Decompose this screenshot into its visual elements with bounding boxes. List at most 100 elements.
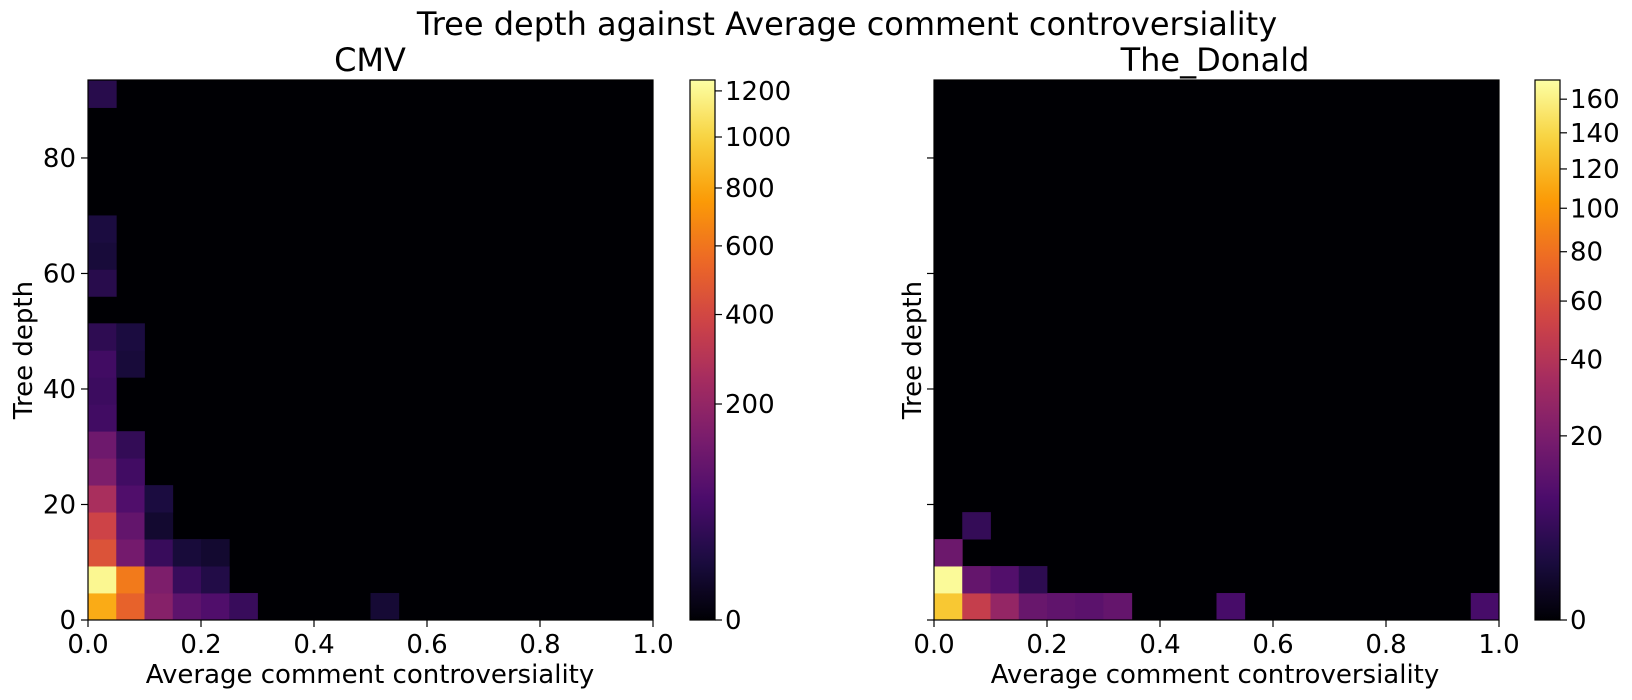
panel-the-donald-x-tick-label: 0.6: [1252, 630, 1293, 660]
panel-cmv-cell: [116, 431, 145, 459]
panel-cmv-cell: [144, 593, 174, 621]
panel-cmv-y-label: Tree depth: [9, 281, 39, 420]
panel-the-donald-colorbar-tick-label: 120: [1570, 155, 1620, 185]
panel-cmv-cell: [88, 458, 117, 486]
panel-cmv-cell: [116, 350, 145, 378]
panel-cmv-cell: [88, 431, 117, 459]
panel-cmv-x-tick-label: 1.0: [632, 630, 673, 660]
panel-cmv-x-tick-label: 0.8: [519, 630, 560, 660]
panel-cmv-cell: [88, 350, 117, 378]
panel-cmv-cell: [116, 458, 145, 486]
panel-cmv-cell: [201, 539, 230, 567]
panel-the-donald-y-ticks: [927, 157, 934, 621]
panel-the-donald-cell: [990, 566, 1020, 594]
panel-cmv-cell: [116, 485, 145, 513]
panel-cmv-x-tick-label: 0.4: [293, 630, 334, 660]
panel-cmv-cell: [201, 566, 230, 594]
panel-cmv-cell: [172, 539, 202, 567]
panel-cmv-colorbar-tick-label: 0: [725, 606, 742, 636]
panel-cmv-colorbar-tick-label: 800: [725, 174, 775, 204]
figure-title: Tree depth against Average comment contr…: [416, 5, 1277, 43]
panel-cmv-cell: [144, 485, 174, 513]
panel-cmv-cell: [144, 539, 174, 567]
panel-cmv-cell: [172, 593, 202, 621]
panel-cmv-cell: [88, 323, 117, 351]
panel-the-donald-x-tick-label: 0.4: [1139, 630, 1180, 660]
panel-the-donald-cell: [962, 512, 991, 540]
panel-cmv-x-label: Average comment controversiality: [146, 660, 595, 690]
panel-cmv-colorbar-tick-label: 200: [725, 390, 775, 420]
panel-cmv-cell: [88, 593, 117, 621]
panel-cmv-colorbar: 0 200 400 600 800 1000 1200: [689, 77, 791, 636]
panel-cmv-cell: [88, 215, 117, 243]
panel-cmv-x-tick-label: 0.6: [406, 630, 447, 660]
panel-the-donald-colorbar-tick-label: 40: [1570, 346, 1603, 376]
panel-the-donald-x-tick-label: 0.8: [1365, 630, 1406, 660]
panel-cmv-cell: [88, 512, 117, 540]
panel-the-donald-x-label: Average comment controversiality: [991, 660, 1440, 690]
panel-the-donald-cell: [962, 593, 991, 621]
panel-the-donald-cell: [1216, 593, 1246, 621]
panel-cmv-cell: [172, 566, 202, 594]
panel-cmv-cell: [88, 485, 117, 513]
panel-cmv-title: CMV: [334, 41, 406, 79]
panel-the-donald-cell: [1018, 566, 1048, 594]
panel-the-donald-colorbar-tick-label: 0: [1570, 606, 1587, 636]
panel-the-donald-x-tick-label: 0.0: [913, 630, 954, 660]
panel-the-donald-colorbar-tick-label: 60: [1570, 287, 1603, 317]
panel-cmv-y-ticks: 0 20 40 60 80: [43, 144, 88, 636]
panel-cmv-cell: [116, 566, 145, 594]
panel-cmv-y-tick-label: 0: [59, 606, 76, 636]
panel-the-donald-colorbar-tick-label: 160: [1570, 85, 1620, 115]
panel-the-donald-cell: [1018, 593, 1048, 621]
panel-cmv-cell: [88, 242, 117, 270]
panel-the-donald-cell: [962, 566, 991, 594]
panel-cmv-cell: [116, 593, 145, 621]
panel-cmv-colorbar-tick-label: 1200: [725, 77, 791, 107]
panel-the-donald-y-label: Tree depth: [898, 281, 928, 420]
panel-cmv-y-tick-label: 60: [43, 259, 76, 289]
panel-the-donald-cell: [934, 539, 963, 567]
panel-the-donald-cell: [1075, 593, 1104, 621]
panel-cmv-cell: [201, 593, 230, 621]
panel-the-donald-cell: [1047, 593, 1076, 621]
panel-cmv: CMV 0.0 0.2 0.4 0.6 0.8 1.0 0 20 40 60 80 Average…: [9, 41, 791, 690]
panel-the-donald-colorbar-gradient: [1535, 80, 1560, 620]
panel-cmv-cell: [88, 269, 117, 297]
panel-cmv-y-tick-label: 40: [43, 375, 76, 405]
panel-the-donald-cell: [1470, 593, 1500, 621]
panel-cmv-cell: [144, 566, 174, 594]
panel-the-donald-x-ticks: 0.0 0.2 0.4 0.6 0.8 1.0: [913, 620, 1520, 660]
panel-cmv-y-tick-label: 80: [43, 144, 76, 174]
panel-cmv-x-tick-label: 0.0: [67, 630, 108, 660]
panel-the-donald: The_Donald 0.0 0.2 0.4 0.6 0.8 1.0 Average co…: [898, 41, 1620, 690]
panel-the-donald-background: [934, 80, 1499, 620]
panel-the-donald-cell: [934, 566, 963, 594]
panel-the-donald-colorbar-tick-label: 100: [1570, 194, 1620, 224]
panel-cmv-colorbar-gradient: [690, 80, 715, 620]
panel-the-donald-heatmap: [934, 80, 1500, 621]
panel-cmv-background: [88, 80, 653, 620]
panel-cmv-colorbar-tick-label: 1000: [725, 123, 791, 153]
panel-the-donald-x-tick-label: 0.2: [1026, 630, 1067, 660]
panel-cmv-x-tick-label: 0.2: [180, 630, 221, 660]
panel-cmv-cell: [88, 377, 117, 405]
panel-the-donald-colorbar-frame: [1534, 79, 1561, 621]
panel-cmv-cell: [229, 593, 258, 621]
panel-cmv-cell: [116, 512, 145, 540]
panel-cmv-colorbar-tick-label: 400: [725, 301, 775, 331]
panel-cmv-cell: [116, 323, 145, 351]
panel-the-donald-colorbar-tick-label: 140: [1570, 119, 1620, 149]
panel-the-donald-title: The_Donald: [1120, 41, 1310, 79]
panel-cmv-cell: [88, 404, 117, 432]
panel-cmv-x-ticks: 0.0 0.2 0.4 0.6 0.8 1.0: [67, 620, 674, 660]
panel-the-donald-colorbar-tick-label: 80: [1570, 238, 1603, 268]
panel-cmv-cell: [116, 539, 145, 567]
panel-cmv-y-tick-label: 20: [43, 490, 76, 520]
panel-the-donald-colorbar: 0 20 40 60 80 100 120 140 160: [1534, 79, 1620, 636]
panel-cmv-cell: [370, 593, 400, 621]
panel-the-donald-colorbar-tick-label: 20: [1570, 422, 1603, 452]
panel-cmv-cell: [88, 539, 117, 567]
panel-the-donald-x-tick-label: 1.0: [1478, 630, 1519, 660]
